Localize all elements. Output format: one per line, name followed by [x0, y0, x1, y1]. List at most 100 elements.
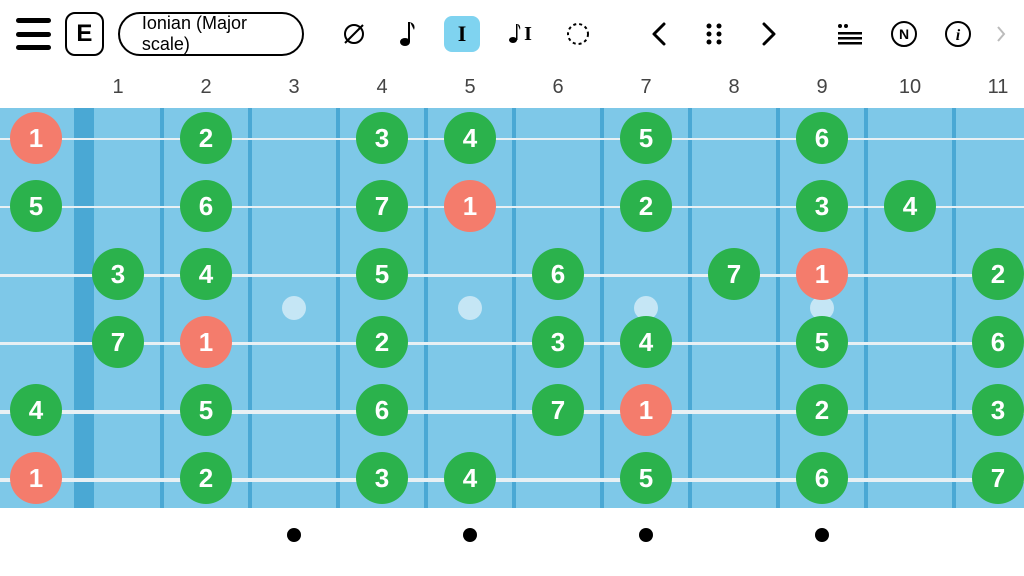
note-interval[interactable]: 5 [10, 180, 62, 232]
fretboard-area: 1234567891011 12345656712343456712712345… [0, 68, 1024, 576]
note-interval-mode-button[interactable]: I [498, 16, 542, 52]
note-interval[interactable]: 7 [532, 384, 584, 436]
note-interval[interactable]: 4 [180, 248, 232, 300]
note-interval[interactable]: 5 [356, 248, 408, 300]
fret-wire [864, 108, 868, 508]
fret-number: 7 [640, 76, 651, 99]
toolbar: E Ionian (Major scale) I I [0, 0, 1024, 68]
note-interval[interactable]: 2 [180, 112, 232, 164]
note-interval[interactable]: 5 [180, 384, 232, 436]
fretboard[interactable]: 1234565671234345671271234564567123123456… [0, 108, 1024, 508]
note-interval[interactable]: 2 [972, 248, 1024, 300]
fret-number: 10 [899, 76, 921, 99]
fret-number: 6 [552, 76, 563, 99]
fret-wire [688, 108, 692, 508]
fret-marker-dot [463, 528, 477, 542]
info-icon[interactable]: i [940, 16, 976, 52]
note-root[interactable]: 1 [10, 112, 62, 164]
fret-marker-dot [815, 528, 829, 542]
note-interval[interactable]: 7 [92, 316, 144, 368]
note-interval[interactable]: 6 [180, 180, 232, 232]
more-icon[interactable] [994, 16, 1008, 52]
fret-number: 9 [816, 76, 827, 99]
note-root[interactable]: 1 [796, 248, 848, 300]
note-interval[interactable]: 6 [972, 316, 1024, 368]
fret-wire [512, 108, 516, 508]
fret-number: 4 [376, 76, 387, 99]
fret-wire [952, 108, 956, 508]
fret-number: 11 [988, 76, 1009, 99]
nut [74, 108, 94, 508]
list-dots-icon[interactable] [832, 16, 868, 52]
string [0, 478, 1024, 482]
string [0, 206, 1024, 208]
note-interval[interactable]: 4 [10, 384, 62, 436]
string [0, 274, 1024, 277]
fret-number: 5 [464, 76, 475, 99]
note-root[interactable]: 1 [444, 180, 496, 232]
note-interval[interactable]: 3 [92, 248, 144, 300]
fret-wire [160, 108, 164, 508]
note-interval[interactable]: 5 [796, 316, 848, 368]
note-interval[interactable]: 2 [620, 180, 672, 232]
note-interval[interactable]: 7 [972, 452, 1024, 504]
note-interval[interactable]: 6 [356, 384, 408, 436]
menu-icon[interactable] [16, 18, 51, 50]
next-icon[interactable] [750, 16, 786, 52]
note-interval[interactable]: 6 [796, 112, 848, 164]
note-root[interactable]: 1 [620, 384, 672, 436]
prev-icon[interactable] [642, 16, 678, 52]
n-circle-icon[interactable]: N [886, 16, 922, 52]
fret-inlay [282, 296, 306, 320]
key-label: E [76, 20, 92, 48]
tool-group: I I [336, 16, 1008, 52]
string [0, 410, 1024, 414]
svg-text:N: N [899, 26, 909, 42]
svg-text:i: i [956, 27, 961, 44]
fret-wire [336, 108, 340, 508]
fret-wire [248, 108, 252, 508]
note-interval[interactable]: 2 [796, 384, 848, 436]
fret-wire [424, 108, 428, 508]
note-interval[interactable]: 6 [532, 248, 584, 300]
note-interval[interactable]: 7 [708, 248, 760, 300]
note-interval[interactable]: 4 [444, 452, 496, 504]
fret-number: 3 [288, 76, 299, 99]
note-interval[interactable]: 3 [356, 452, 408, 504]
note-root[interactable]: 1 [180, 316, 232, 368]
fret-number-row: 1 2 3 4 5 6 7 8 9 10 11 [0, 68, 1024, 108]
note-root[interactable]: 1 [10, 452, 62, 504]
note-interval[interactable]: 3 [796, 180, 848, 232]
interval-mode-button[interactable]: I [444, 16, 480, 52]
dashed-circle-icon[interactable] [560, 16, 596, 52]
note-interval[interactable]: 3 [356, 112, 408, 164]
fret-number: 1 [112, 76, 123, 99]
note-interval[interactable]: 4 [444, 112, 496, 164]
note-interval[interactable]: 2 [180, 452, 232, 504]
note-interval[interactable]: 2 [356, 316, 408, 368]
interval-label: I [458, 21, 467, 47]
note-icon[interactable] [390, 16, 426, 52]
fret-marker-dot [287, 528, 301, 542]
fret-wire [776, 108, 780, 508]
note-interval[interactable]: 5 [620, 112, 672, 164]
note-interval[interactable]: 6 [796, 452, 848, 504]
note-interval[interactable]: 7 [356, 180, 408, 232]
note-interval[interactable]: 3 [972, 384, 1024, 436]
fret-marker-dot [639, 528, 653, 542]
fret-wire [600, 108, 604, 508]
note-interval[interactable]: 3 [532, 316, 584, 368]
string [0, 138, 1024, 140]
empty-set-icon[interactable] [336, 16, 372, 52]
scale-selector[interactable]: Ionian (Major scale) [118, 12, 304, 56]
note-interval-label: I [524, 23, 532, 46]
fret-number: 8 [728, 76, 739, 99]
scale-label: Ionian (Major scale) [142, 13, 280, 55]
note-interval[interactable]: 4 [620, 316, 672, 368]
fret-number: 2 [200, 76, 211, 99]
pattern-grid-icon[interactable] [696, 16, 732, 52]
note-interval[interactable]: 5 [620, 452, 672, 504]
key-selector[interactable]: E [65, 12, 104, 56]
fret-inlay [458, 296, 482, 320]
note-interval[interactable]: 4 [884, 180, 936, 232]
